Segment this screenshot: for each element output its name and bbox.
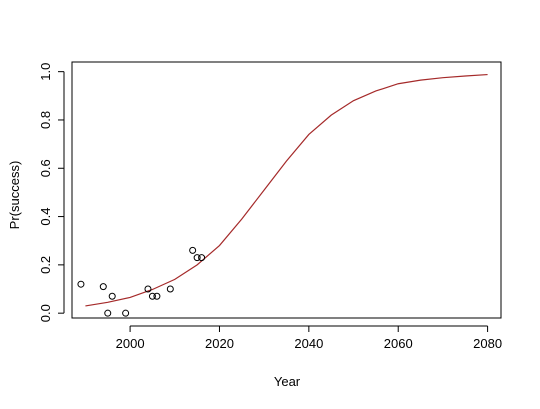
y-tick-label: 1.0 bbox=[38, 63, 53, 81]
data-point bbox=[153, 292, 161, 300]
y-axis: 0.0 0.2 0.4 0.6 0.8 1.0 bbox=[38, 63, 65, 322]
x-axis-title: Year bbox=[274, 374, 301, 389]
x-tick-label: 2080 bbox=[473, 336, 502, 351]
x-tick-label: 2040 bbox=[294, 336, 323, 351]
fitted-curve-layer bbox=[85, 73, 488, 307]
data-point bbox=[122, 309, 130, 317]
data-point bbox=[108, 292, 116, 300]
y-tick-label: 0.8 bbox=[38, 111, 53, 129]
data-point bbox=[104, 309, 112, 317]
x-tick-label: 2000 bbox=[116, 336, 145, 351]
data-point bbox=[189, 246, 197, 254]
data-point bbox=[99, 283, 107, 291]
data-point bbox=[144, 285, 152, 293]
y-axis-title: Pr(success) bbox=[7, 161, 22, 230]
x-tick-label: 2060 bbox=[384, 336, 413, 351]
x-axis: 2000 2020 2040 2060 2080 bbox=[116, 325, 502, 351]
data-point bbox=[77, 280, 85, 288]
y-tick-label: 0.6 bbox=[38, 159, 53, 177]
x-tick-label: 2020 bbox=[205, 336, 234, 351]
data-point bbox=[166, 285, 174, 293]
data-points-layer bbox=[77, 246, 206, 317]
data-point bbox=[148, 292, 156, 300]
y-tick-label: 0.2 bbox=[38, 256, 53, 274]
data-point bbox=[193, 254, 201, 262]
plot-frame bbox=[71, 61, 502, 319]
y-tick-label: 0.0 bbox=[38, 304, 53, 322]
y-tick-label: 0.4 bbox=[38, 208, 53, 226]
fitted-logistic-curve bbox=[85, 73, 488, 307]
data-point bbox=[198, 254, 206, 262]
